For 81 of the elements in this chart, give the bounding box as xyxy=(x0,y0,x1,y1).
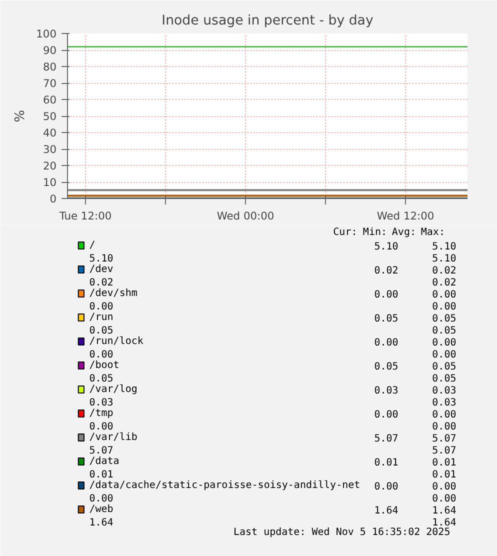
y-tick-label: 0 xyxy=(50,192,57,206)
text: 0.00 xyxy=(432,410,456,420)
x-tick-label: Tue 12:00 xyxy=(58,210,112,222)
text: 0.00 xyxy=(374,482,398,492)
text: 1.64 xyxy=(89,518,114,528)
legend-label: /data xyxy=(89,456,120,467)
text: 5.10 xyxy=(89,254,114,264)
text: 0.05 xyxy=(89,374,114,384)
text: 0.05 xyxy=(432,362,456,372)
text: 0.00 xyxy=(89,494,114,504)
legend-label: /boot xyxy=(89,360,120,371)
legend-label: /tmp xyxy=(89,408,114,419)
text: 0.03 xyxy=(89,398,114,408)
text: 0.01 xyxy=(432,470,456,480)
chart-title: Inode usage in percent - by day xyxy=(162,14,374,28)
text: 1.64 xyxy=(432,518,456,528)
y-axis-title: % xyxy=(13,110,28,122)
text: 0.00 xyxy=(432,290,456,300)
text: 0.03 xyxy=(374,386,398,396)
legend-label: /dev/shm xyxy=(89,288,138,299)
text: 5.10 xyxy=(374,242,398,252)
y-tick-label: 70 xyxy=(42,77,57,90)
text: 0.01 xyxy=(432,458,456,468)
y-tick-label: 50 xyxy=(42,110,57,123)
legend-label: /run xyxy=(89,312,114,323)
legend-label: /data/cache/static-paroisse-soisy-andilly-net xyxy=(89,480,360,491)
text: 0.05 xyxy=(374,314,398,324)
text: 0.05 xyxy=(432,314,456,324)
text: 0.00 xyxy=(432,482,456,492)
y-tick-label: 20 xyxy=(42,160,57,172)
legend-label: /dev xyxy=(89,264,114,275)
text: 0.02 xyxy=(432,266,456,276)
y-tick-label: 80 xyxy=(42,60,57,74)
legend-label: /var/log xyxy=(89,384,138,395)
x-tick-label: Wed 12:00 xyxy=(376,210,434,222)
text: 0.05 xyxy=(432,374,456,384)
text: 0.02 xyxy=(432,278,456,288)
text: 0.05 xyxy=(89,326,114,336)
legend-label: / xyxy=(89,240,96,251)
text: Max: xyxy=(420,227,445,238)
text: 0.00 xyxy=(432,422,456,432)
text: 0.01 xyxy=(374,458,398,468)
y-tick-label: 30 xyxy=(42,143,57,156)
text: Last update: Wed Nov 5 16:35:02 2025 xyxy=(233,527,450,538)
text: 0.03 xyxy=(432,386,456,396)
legend-label: /web xyxy=(89,504,114,515)
text: 0.00 xyxy=(374,338,398,348)
text: 5.07 xyxy=(432,446,456,456)
text: 0.00 xyxy=(374,410,398,420)
y-tick-label: 90 xyxy=(42,44,57,57)
text: 5.07 xyxy=(89,446,114,456)
text: 0.00 xyxy=(432,338,456,348)
y-tick-label: 100 xyxy=(36,28,57,40)
x-tick-label: Wed 00:00 xyxy=(216,210,274,222)
text: 0.02 xyxy=(89,278,114,288)
text: Min: xyxy=(362,227,388,238)
y-tick-label: 10 xyxy=(42,176,57,189)
text: 0.01 xyxy=(89,470,114,480)
text: 1.64 xyxy=(432,506,456,516)
y-tick-label: 40 xyxy=(42,126,57,140)
text: 0.00 xyxy=(89,302,114,312)
text: 0.02 xyxy=(374,266,398,276)
text: 0.00 xyxy=(432,302,456,312)
text: Avg: xyxy=(392,227,416,238)
text: 0.05 xyxy=(374,362,398,372)
text: Cur: xyxy=(333,227,358,238)
y-tick-label: 60 xyxy=(42,94,57,106)
text: 0.05 xyxy=(432,326,456,336)
legend-label: /run/lock xyxy=(89,336,144,347)
text: 5.07 xyxy=(432,434,456,444)
text: 0.00 xyxy=(89,422,114,432)
legend-label: /var/lib xyxy=(89,432,138,443)
text: 0.00 xyxy=(374,290,398,300)
text: 0.03 xyxy=(432,398,456,408)
text: 5.10 xyxy=(432,254,456,264)
text: 5.10 xyxy=(432,242,456,252)
text: 1.64 xyxy=(374,506,398,516)
text: 0.00 xyxy=(432,350,456,360)
text: 0.00 xyxy=(432,494,456,504)
text: 0.00 xyxy=(89,350,114,360)
text: 5.07 xyxy=(374,434,398,444)
